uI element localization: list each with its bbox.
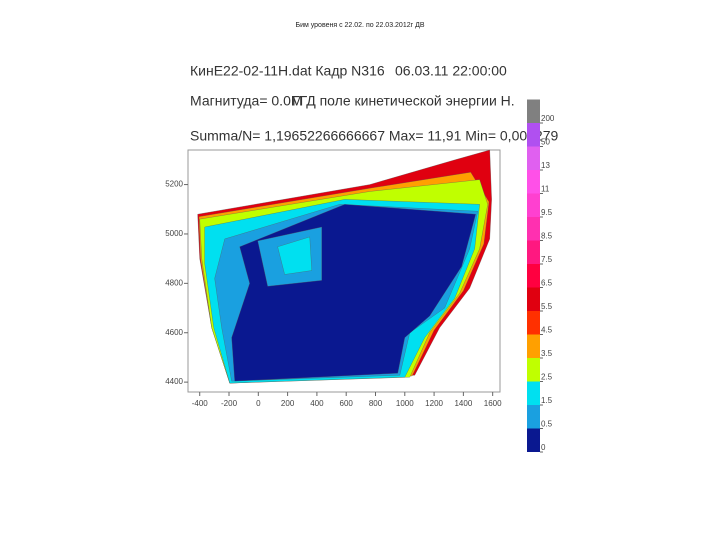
- colorbar-label: 6.5: [541, 279, 553, 288]
- y-tick-label: 5200: [165, 180, 183, 189]
- x-tick-label: 0: [256, 399, 261, 408]
- colorbar-label: 4.5: [541, 326, 553, 335]
- field-name: ГГД поле кинетической энергии Н.: [292, 93, 515, 109]
- x-tick-label: 200: [281, 399, 295, 408]
- caption: Бим уровеня с 22.02. по 22.03.2012г ДВ: [295, 22, 424, 29]
- colorbar-label: 13: [541, 161, 550, 170]
- colorbar-band: [527, 287, 540, 311]
- colorbar-label: 9.5: [541, 208, 553, 217]
- chart-title: КинЕ22-02-11Н.dat Кадр N316: [190, 63, 385, 79]
- x-tick-label: -400: [192, 399, 209, 408]
- colorbar-band: [527, 123, 540, 147]
- colorbar-band: [527, 405, 540, 429]
- y-tick-label: 5000: [165, 229, 183, 238]
- y-tick-label: 4600: [165, 328, 183, 337]
- colorbar-band: [527, 334, 540, 358]
- summary: Summa/N= 1,19652266666667 Max= 11,91 Min…: [190, 128, 559, 144]
- colorbar-label: 0: [541, 443, 546, 452]
- colorbar-label: 11: [541, 185, 550, 194]
- colorbar-label: 3.5: [541, 349, 553, 358]
- y-tick-label: 4800: [165, 278, 183, 287]
- x-tick-label: 1600: [484, 399, 502, 408]
- magnitude: Магнитуда= 0.0М: [190, 93, 303, 109]
- colorbar-band: [527, 264, 540, 288]
- colorbar-band: [527, 146, 540, 170]
- colorbar-label: 7.5: [541, 255, 553, 264]
- colorbar-band: [527, 381, 540, 405]
- colorbar-band: [527, 170, 540, 194]
- x-tick-label: 800: [369, 399, 383, 408]
- x-tick-label: 600: [340, 399, 354, 408]
- x-tick-label: 1400: [454, 399, 472, 408]
- colorbar-band: [527, 240, 540, 264]
- colorbar-band: [527, 193, 540, 217]
- colorbar-label: 200: [541, 114, 555, 123]
- colorbar-label: 50: [541, 138, 550, 147]
- colorbar-label: 8.5: [541, 232, 553, 241]
- colorbar-band: [527, 311, 540, 335]
- colorbar-band: [527, 358, 540, 382]
- x-tick-label: 400: [310, 399, 324, 408]
- colorbar-label: 0.5: [541, 420, 553, 429]
- colorbar-label: 1.5: [541, 396, 553, 405]
- colorbar-band: [527, 217, 540, 241]
- timestamp: 06.03.11 22:00:00: [395, 63, 507, 79]
- colorbar-band: [527, 428, 540, 452]
- y-tick-label: 4400: [165, 377, 183, 386]
- colorbar-label: 5.5: [541, 302, 553, 311]
- x-tick-label: -200: [221, 399, 238, 408]
- x-tick-label: 1200: [425, 399, 443, 408]
- contour-region: [277, 236, 312, 275]
- colorbar-label: 2.5: [541, 373, 553, 382]
- colorbar-band: [527, 99, 540, 123]
- x-tick-label: 1000: [396, 399, 414, 408]
